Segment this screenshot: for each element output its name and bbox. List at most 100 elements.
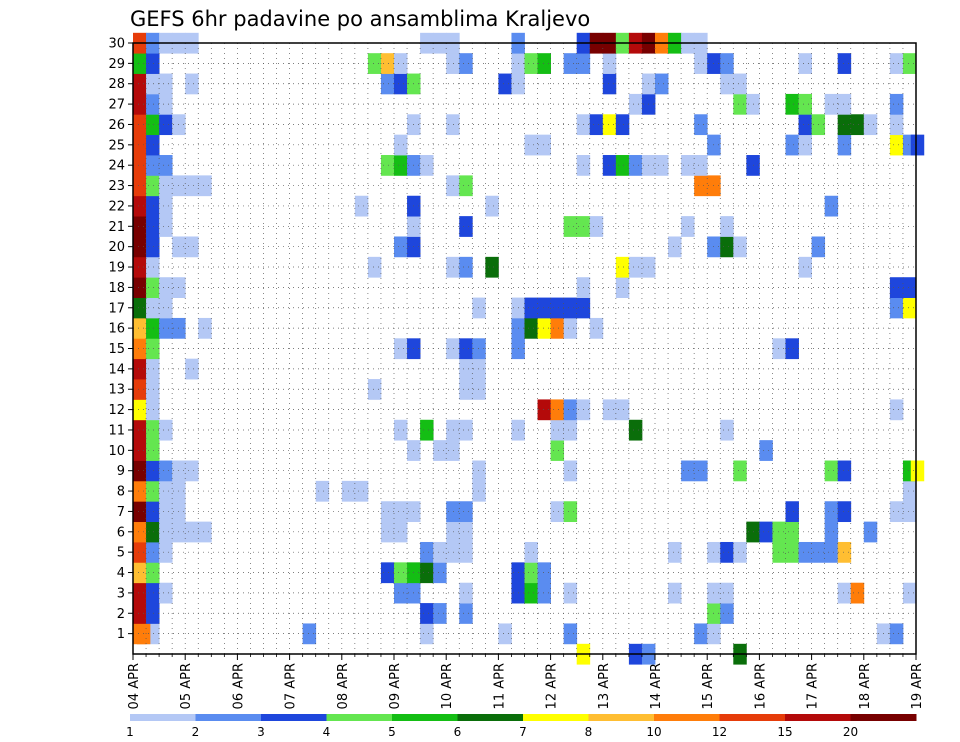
heatmap-cell	[459, 53, 473, 74]
heatmap-cell	[733, 73, 747, 95]
heatmap-cell	[146, 399, 160, 421]
y-tick-label: 10	[108, 444, 125, 459]
heatmap-cell	[837, 582, 852, 604]
heatmap-cell	[602, 399, 617, 421]
heatmap-cell	[459, 419, 473, 441]
legend-tick-label: 3	[257, 725, 265, 739]
heatmap-cell	[785, 93, 799, 115]
heatmap-cell	[133, 603, 147, 624]
heatmap-cell	[133, 236, 147, 258]
heatmap-cell	[459, 541, 473, 563]
heatmap-cell	[824, 460, 839, 482]
heatmap-cell	[133, 277, 147, 298]
heatmap-cell	[615, 155, 630, 176]
x-tick-label: 16 APR	[753, 663, 768, 709]
y-tick-label: 23	[108, 179, 125, 194]
heatmap-cell	[133, 379, 147, 400]
heatmap-cell	[146, 134, 160, 156]
y-tick-label: 28	[108, 77, 125, 92]
legend-swatch	[261, 714, 327, 721]
y-tick-label: 27	[108, 98, 125, 113]
heatmap-cell	[133, 256, 147, 278]
heatmap-cell	[185, 236, 199, 258]
heatmap-cell	[563, 582, 578, 604]
heatmap-cell	[589, 317, 604, 339]
y-tick-label: 20	[108, 240, 125, 255]
y-tick-label: 12	[108, 403, 125, 418]
heatmap-cell	[380, 73, 395, 95]
heatmap-cell	[798, 93, 812, 115]
heatmap-cell	[668, 582, 682, 604]
heatmap-cell	[459, 175, 473, 197]
heatmap-cell	[472, 338, 486, 360]
y-tick-label: 8	[117, 485, 125, 500]
heatmap-cell	[720, 73, 734, 95]
heatmap-cell	[889, 114, 904, 136]
heatmap-cell	[720, 236, 734, 258]
y-tick-label: 15	[108, 342, 125, 357]
x-tick-label: 14 APR	[649, 663, 664, 709]
heatmap-cell	[694, 53, 708, 74]
heatmap-cell	[720, 603, 734, 624]
x-tick-label: 05 APR	[179, 663, 194, 709]
heatmap-cell	[615, 256, 630, 278]
heatmap-cells	[133, 32, 925, 665]
heatmap-cell	[589, 216, 604, 237]
x-tick-label: 13 APR	[597, 663, 612, 709]
heatmap-cell	[824, 195, 839, 217]
heatmap-cell	[433, 541, 447, 563]
heatmap-cell	[146, 603, 160, 624]
heatmap-cell	[394, 521, 408, 543]
color-legend: 1 2 3 4 5 6 7 8 10 12 15 20	[126, 714, 917, 739]
heatmap-cell	[446, 419, 460, 441]
heatmap-cell	[798, 541, 812, 563]
y-tick-label: 4	[117, 566, 125, 581]
heatmap-cell	[133, 338, 147, 360]
heatmap-cell	[133, 114, 147, 136]
heatmap-cell	[615, 114, 630, 136]
heatmap-cell	[185, 460, 199, 482]
heatmap-cell	[589, 114, 604, 136]
heatmap-cell	[615, 277, 630, 298]
heatmap-cell	[146, 460, 160, 482]
heatmap-cell	[759, 440, 773, 461]
heatmap-cell	[537, 399, 551, 421]
heatmap-cell	[902, 501, 917, 523]
y-tick-label: 29	[108, 57, 125, 72]
y-tick-label: 30	[108, 37, 125, 52]
legend-tick-label: 2	[192, 725, 200, 739]
heatmap-cell	[459, 501, 473, 523]
y-tick-label: 16	[108, 322, 125, 337]
heatmap-cell	[837, 501, 852, 523]
heatmap-cell	[159, 460, 173, 482]
heatmap-cell	[420, 155, 434, 176]
heatmap-cell	[446, 256, 460, 278]
heatmap-cell	[472, 379, 486, 400]
heatmap-cell	[133, 175, 147, 197]
legend-tick-label: 20	[843, 725, 858, 739]
heatmap-cell	[380, 562, 395, 584]
heatmap-cell	[420, 419, 434, 441]
heatmap-cell	[133, 480, 147, 502]
heatmap-cell	[837, 460, 852, 482]
heatmap-cell	[394, 501, 408, 523]
heatmap-cell	[798, 114, 812, 136]
heatmap-cell	[537, 53, 551, 74]
y-tick-label: 22	[108, 199, 125, 214]
heatmap-cell	[459, 379, 473, 400]
heatmap-cell	[563, 419, 578, 441]
heatmap-cell	[446, 521, 460, 543]
y-tick-label: 14	[108, 362, 125, 377]
heatmap-cell	[498, 623, 512, 645]
heatmap-cell	[146, 521, 160, 543]
y-tick-label: 11	[108, 423, 125, 438]
heatmap-cell	[433, 603, 447, 624]
heatmap-cell	[315, 480, 330, 502]
heatmap-cell	[628, 256, 643, 278]
heatmap-cell	[889, 501, 904, 523]
heatmap-cell	[824, 501, 839, 523]
heatmap-cell	[146, 114, 160, 136]
heatmap-cell	[146, 480, 160, 502]
heatmap-cell	[146, 256, 160, 278]
heatmap-cell	[133, 134, 147, 156]
